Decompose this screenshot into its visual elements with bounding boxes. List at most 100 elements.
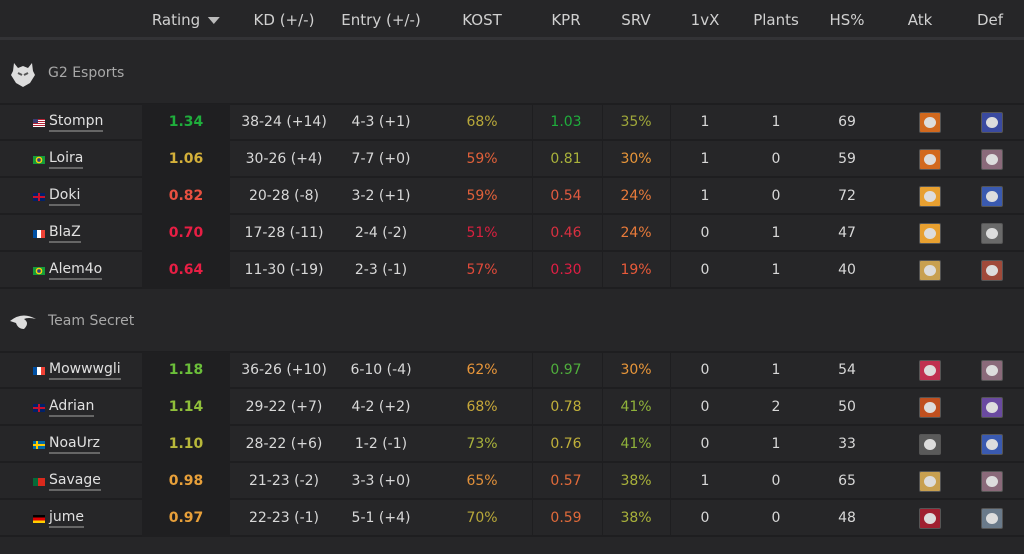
cell-onevx: 0: [700, 362, 710, 378]
cell-kd: 20-28 (-8): [248, 188, 320, 204]
column-label: 1vX: [690, 11, 720, 29]
cell-kost: 59%: [466, 151, 498, 167]
cell-kpr: 0.30: [550, 262, 582, 278]
column-header-hs-[interactable]: HS%: [829, 11, 864, 29]
cell-hs: 48: [838, 510, 856, 526]
cell-plants: 0: [771, 510, 781, 526]
cell-onevx: 0: [700, 262, 710, 278]
table-row: Adrian 1.14 29-22 (+7) 4-2 (+2) 68% 0.78 41% 0 2…: [0, 389, 1024, 426]
defender-operator-icon: [981, 149, 1003, 170]
column-header-entry-[interactable]: Entry (+/-): [341, 11, 420, 29]
flag-fr-icon: [33, 367, 45, 375]
cell-kd: 21-23 (-2): [248, 473, 320, 489]
table-row: Doki 0.82 20-28 (-8) 3-2 (+1) 59% 0.54 24% 1 0 72: [0, 178, 1024, 215]
cell-onevx: 1: [700, 473, 710, 489]
cell-onevx: 1: [700, 151, 710, 167]
cell-entry: 2-3 (-1): [354, 262, 408, 278]
cell-kost: 59%: [466, 188, 498, 204]
column-header-kpr[interactable]: KPR: [551, 11, 580, 29]
cell-plants: 2: [771, 399, 781, 415]
column-label: KD (+/-): [253, 11, 315, 29]
column-label: HS%: [829, 11, 865, 29]
player-link[interactable]: Adrian: [49, 398, 95, 417]
cell-entry: 3-3 (+0): [351, 473, 411, 489]
cell-kpr: 0.97: [550, 362, 582, 378]
cell-kd: 38-24 (+14): [241, 114, 327, 130]
player-link[interactable]: NoaUrz: [49, 435, 100, 454]
table-row: jume 0.97 22-23 (-1) 5-1 (+4) 70% 0.59 38% 0 0 48: [0, 500, 1024, 537]
table-row: Savage 0.98 21-23 (-2) 3-3 (+0) 65% 0.57 38% 1 0…: [0, 463, 1024, 500]
flag-us-icon: [33, 119, 45, 127]
flag-br-icon: [33, 156, 45, 164]
cell-kd: 11-30 (-19): [244, 262, 324, 278]
player-link[interactable]: Savage: [49, 472, 101, 491]
attacker-operator-icon: [919, 149, 941, 170]
defender-operator-icon: [981, 186, 1003, 207]
player-link[interactable]: BlaZ: [49, 224, 81, 243]
cell-srv: 24%: [620, 225, 652, 241]
player-link[interactable]: Doki: [49, 187, 81, 206]
team-name: Team Secret: [48, 313, 135, 329]
cell-rating: 0.97: [168, 510, 204, 526]
cell-plants: 1: [771, 436, 781, 452]
cell-rating: 1.06: [168, 151, 204, 167]
column-header-def[interactable]: Def: [977, 11, 1003, 29]
cell-entry: 7-7 (+0): [351, 151, 411, 167]
cell-entry: 4-3 (+1): [351, 114, 411, 130]
flag-fr-icon: [33, 230, 45, 238]
player-link[interactable]: Alem4o: [49, 261, 103, 280]
cell-plants: 1: [771, 362, 781, 378]
cell-rating: 0.98: [168, 473, 204, 489]
cell-entry: 1-2 (-1): [354, 436, 408, 452]
cell-hs: 69: [838, 114, 856, 130]
column-header-atk[interactable]: Atk: [908, 11, 933, 29]
cell-hs: 40: [838, 262, 856, 278]
column-header-kd-[interactable]: KD (+/-): [254, 11, 315, 29]
column-header-srv[interactable]: SRV: [621, 11, 650, 29]
column-label: Atk: [907, 11, 933, 29]
cell-srv: 41%: [620, 399, 652, 415]
cell-srv: 38%: [620, 473, 652, 489]
column-header-1vx[interactable]: 1vX: [691, 11, 720, 29]
column-header-kost[interactable]: KOST: [462, 11, 502, 29]
attacker-operator-icon: [919, 397, 941, 418]
cell-rating: 1.14: [168, 399, 204, 415]
cell-hs: 54: [838, 362, 856, 378]
column-header-plants[interactable]: Plants: [753, 11, 799, 29]
flag-de-icon: [33, 515, 45, 523]
attacker-operator-icon: [919, 186, 941, 207]
cell-kost: 57%: [466, 262, 498, 278]
cell-rating: 1.18: [168, 362, 204, 378]
team-name: G2 Esports: [48, 65, 125, 81]
cell-kost: 65%: [466, 473, 498, 489]
column-label: KOST: [462, 11, 502, 29]
player-link[interactable]: jume: [49, 509, 85, 528]
attacker-operator-icon: [919, 508, 941, 529]
g2-logo: [11, 63, 35, 87]
cell-kpr: 0.46: [550, 225, 582, 241]
cell-kpr: 0.59: [550, 510, 582, 526]
cell-kost: 68%: [466, 399, 498, 415]
attacker-operator-icon: [919, 112, 941, 133]
cell-rating: 0.64: [168, 262, 204, 278]
player-link[interactable]: Mowwwgli: [49, 361, 121, 380]
cell-kd: 22-23 (-1): [248, 510, 320, 526]
column-label: KPR: [551, 11, 581, 29]
cell-hs: 47: [838, 225, 856, 241]
defender-operator-icon: [981, 112, 1003, 133]
column-header-rating[interactable]: Rating: [152, 11, 221, 29]
cell-kost: 62%: [466, 362, 498, 378]
cell-plants: 1: [771, 114, 781, 130]
cell-kpr: 0.81: [550, 151, 582, 167]
cell-srv: 19%: [620, 262, 652, 278]
defender-operator-icon: [981, 397, 1003, 418]
player-link[interactable]: Loira: [49, 150, 84, 169]
cell-kost: 51%: [466, 225, 498, 241]
player-link[interactable]: Stompn: [49, 113, 104, 132]
cell-rating: 0.70: [168, 225, 204, 241]
column-label: Entry (+/-): [341, 11, 421, 29]
table-row: BlaZ 0.70 17-28 (-11) 2-4 (-2) 51% 0.46 24% 0 1 4…: [0, 215, 1024, 252]
attacker-operator-icon: [919, 223, 941, 244]
cell-srv: 30%: [620, 151, 652, 167]
cell-kd: 17-28 (-11): [244, 225, 324, 241]
